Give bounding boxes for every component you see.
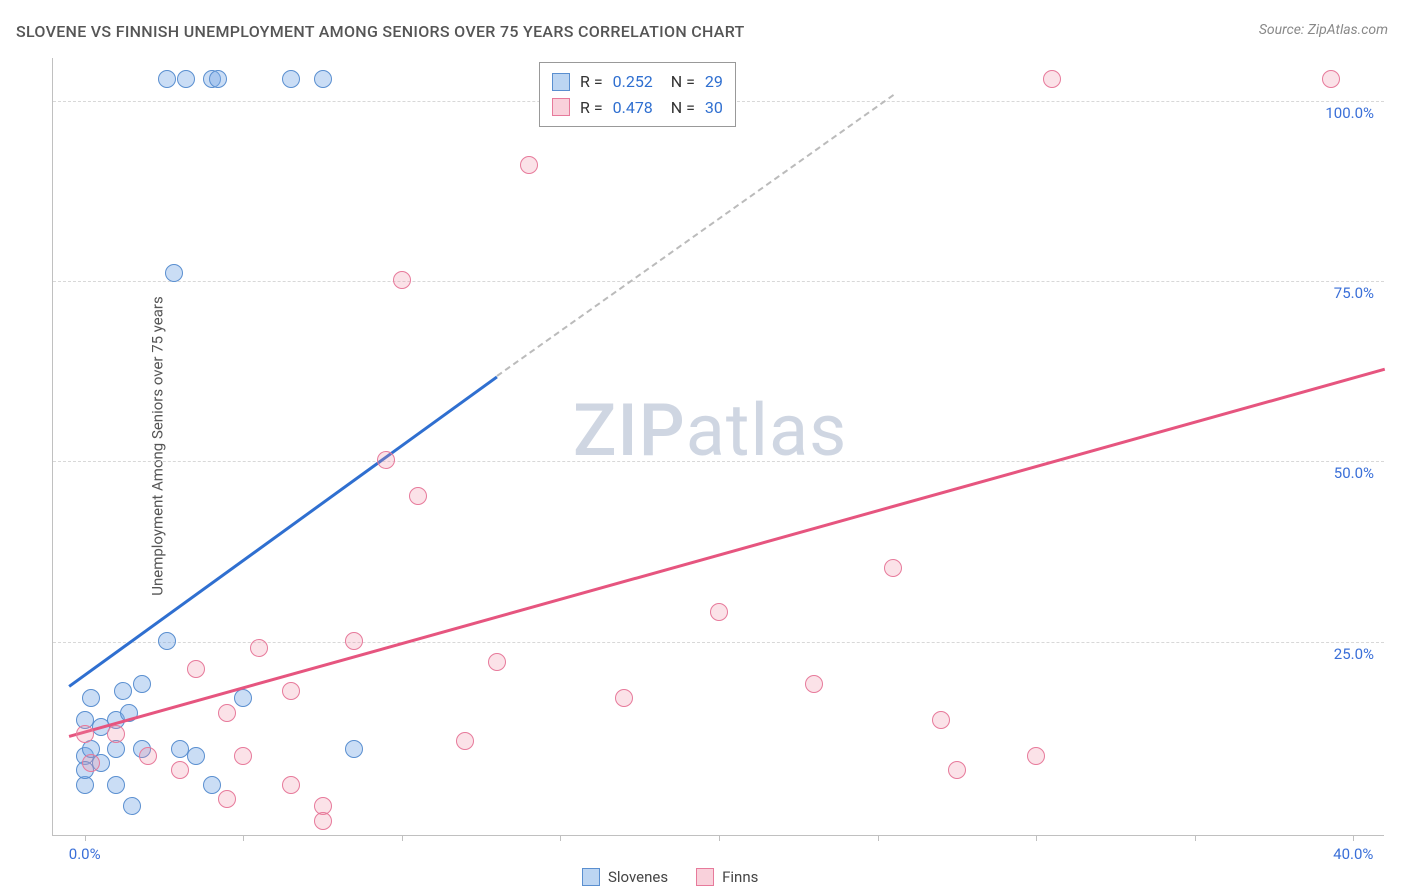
- data-point-pink: [82, 754, 100, 772]
- data-point-pink: [615, 689, 633, 707]
- x-tick-label: 40.0%: [1333, 845, 1373, 863]
- data-point-blue: [133, 675, 151, 693]
- x-tick-mark: [402, 835, 403, 841]
- data-point-pink: [171, 761, 189, 779]
- legend-label: Slovenes: [608, 868, 668, 886]
- legend-label: Finns: [722, 868, 758, 886]
- data-point-blue: [234, 689, 252, 707]
- x-tick-mark: [85, 835, 86, 841]
- data-point-blue: [158, 70, 176, 88]
- plot-area: ZIPatlas 25.0%50.0%75.0%100.0%0.0%40.0%: [52, 58, 1384, 836]
- data-point-pink: [488, 653, 506, 671]
- chart-title: SLOVENE VS FINNISH UNEMPLOYMENT AMONG SE…: [16, 22, 745, 41]
- gridline-horizontal: [53, 461, 1384, 462]
- watermark-zip: ZIP: [573, 388, 686, 473]
- x-tick-mark: [1195, 835, 1196, 841]
- legend-item-blue[interactable]: Slovenes: [582, 868, 668, 886]
- data-point-blue: [314, 70, 332, 88]
- legend-swatch-pink: [696, 868, 714, 886]
- data-point-blue: [158, 632, 176, 650]
- trend-line-dashed: [496, 94, 894, 377]
- y-tick-label: 50.0%: [1334, 464, 1374, 482]
- data-point-pink: [1043, 70, 1061, 88]
- data-point-blue: [203, 776, 221, 794]
- data-point-blue: [177, 70, 195, 88]
- data-point-blue: [282, 70, 300, 88]
- y-tick-label: 75.0%: [1334, 284, 1374, 302]
- y-tick-label: 25.0%: [1334, 645, 1374, 663]
- trend-line-blue: [68, 375, 498, 687]
- x-tick-mark: [243, 835, 244, 841]
- data-point-pink: [932, 711, 950, 729]
- data-point-pink: [187, 660, 205, 678]
- stat-r-value: 0.252: [613, 69, 653, 95]
- data-point-pink: [377, 451, 395, 469]
- data-point-blue: [107, 776, 125, 794]
- data-point-blue: [345, 740, 363, 758]
- data-point-blue: [114, 682, 132, 700]
- data-point-blue: [187, 747, 205, 765]
- data-point-pink: [345, 632, 363, 650]
- swatch-blue: [552, 73, 570, 91]
- data-point-pink: [393, 271, 411, 289]
- data-point-pink: [456, 732, 474, 750]
- x-tick-mark: [1036, 835, 1037, 841]
- data-point-pink: [1027, 747, 1045, 765]
- data-point-blue: [82, 689, 100, 707]
- data-point-blue: [165, 264, 183, 282]
- gridline-horizontal: [53, 281, 1384, 282]
- source-label: Source: ZipAtlas.com: [1259, 22, 1388, 38]
- stat-r-label: R =: [580, 95, 603, 121]
- x-tick-mark: [719, 835, 720, 841]
- x-tick-mark: [878, 835, 879, 841]
- data-point-pink: [107, 725, 125, 743]
- y-tick-label: 100.0%: [1325, 104, 1374, 122]
- data-point-pink: [234, 747, 252, 765]
- stats-row-blue: R = 0.252 N = 29: [552, 69, 723, 95]
- data-point-pink: [710, 603, 728, 621]
- watermark-atlas: atlas: [686, 388, 848, 473]
- stat-n-value: 29: [705, 69, 723, 95]
- stat-n-label: N =: [663, 95, 695, 121]
- trend-line-pink: [69, 368, 1386, 738]
- stat-n-value: 30: [705, 95, 723, 121]
- swatch-pink: [552, 98, 570, 116]
- data-point-pink: [409, 487, 427, 505]
- data-point-pink: [282, 776, 300, 794]
- data-point-pink: [250, 639, 268, 657]
- stat-r-value: 0.478: [613, 95, 653, 121]
- series-legend: Slovenes Finns: [582, 868, 758, 886]
- data-point-pink: [218, 704, 236, 722]
- x-tick-label: 0.0%: [69, 845, 101, 863]
- data-point-pink: [282, 682, 300, 700]
- data-point-blue: [209, 70, 227, 88]
- stat-r-label: R =: [580, 69, 603, 95]
- legend-swatch-blue: [582, 868, 600, 886]
- data-point-pink: [1322, 70, 1340, 88]
- data-point-pink: [805, 675, 823, 693]
- data-point-blue: [123, 797, 141, 815]
- stat-n-label: N =: [663, 69, 695, 95]
- data-point-pink: [76, 725, 94, 743]
- data-point-pink: [948, 761, 966, 779]
- legend-item-pink[interactable]: Finns: [696, 868, 758, 886]
- x-tick-mark: [560, 835, 561, 841]
- stats-row-pink: R = 0.478 N = 30: [552, 95, 723, 121]
- data-point-pink: [139, 747, 157, 765]
- data-point-pink: [884, 559, 902, 577]
- data-point-pink: [520, 156, 538, 174]
- data-point-pink: [218, 790, 236, 808]
- x-tick-mark: [1353, 835, 1354, 841]
- watermark: ZIPatlas: [573, 388, 847, 473]
- data-point-pink: [314, 812, 332, 830]
- stats-legend-box: R = 0.252 N = 29R = 0.478 N = 30: [539, 62, 736, 127]
